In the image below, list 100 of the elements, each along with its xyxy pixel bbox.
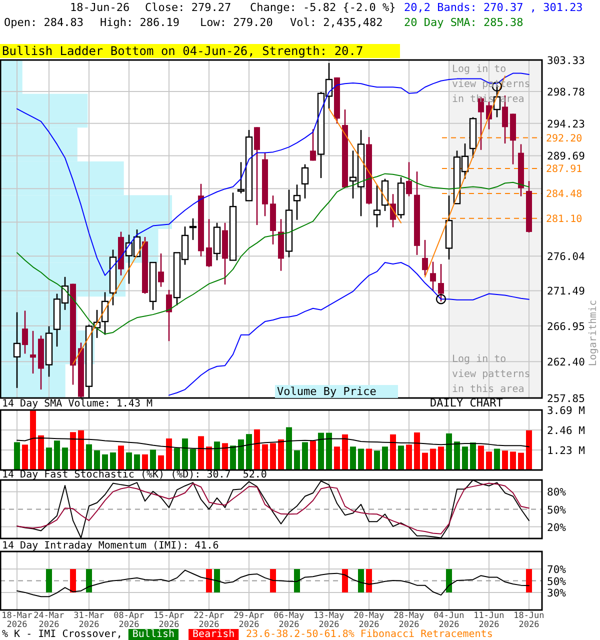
bar — [286, 427, 292, 470]
candlestick — [189, 218, 197, 241]
line-series — [16, 72, 530, 276]
bar — [158, 455, 164, 470]
y-tick-label: 50% — [547, 576, 567, 588]
bar — [198, 436, 204, 470]
x-tick-label: 28-May 2026 — [394, 611, 430, 630]
y-tick-label: 1.23 M — [547, 445, 585, 457]
x-tick-label: 18-Mar 2026 — [2, 611, 32, 630]
x-tick-label: 08-Apr 2026 — [114, 611, 150, 630]
bar — [238, 439, 244, 470]
bar — [134, 454, 140, 470]
bar — [462, 446, 468, 470]
bar — [174, 448, 180, 470]
bar — [46, 448, 52, 470]
bar — [166, 438, 172, 470]
y-tick-label: 298.78 — [547, 86, 585, 98]
x-tick-label: 06-May 2026 — [274, 611, 310, 630]
x-tick-label: 11-Jun 2026 — [474, 611, 510, 630]
bar — [374, 450, 380, 470]
bar — [526, 430, 532, 470]
bar — [110, 452, 116, 470]
x-tick-label: 24-Mar 2026 — [34, 611, 70, 630]
annotation: DAILY CHART — [430, 396, 504, 410]
y-tick-label: 303.33 — [547, 55, 585, 67]
bar — [398, 446, 404, 470]
x-tick-label: 15-Apr 2026 — [154, 611, 190, 630]
bar — [326, 432, 332, 470]
text: Open: 284.83 — [4, 16, 84, 29]
candlestick — [301, 164, 309, 200]
candlestick — [293, 184, 301, 220]
ref-line-label: 284.48 — [546, 188, 582, 200]
bar — [190, 449, 196, 470]
bar — [478, 446, 484, 470]
annotation: Log in to view patterns in this area — [452, 354, 530, 395]
x-tick-label: 29-Apr 2026 — [234, 611, 270, 630]
bar — [390, 434, 396, 470]
bar — [318, 432, 324, 470]
bar — [54, 440, 60, 470]
bar — [102, 454, 108, 470]
chart-title: Bullish Ladder Bottom on 04-Jun-26, Strength: 20.7 — [2, 44, 364, 58]
bar — [366, 448, 372, 470]
text: 23.6-38.2-50-61.8% Fibonacci Retracements — [246, 629, 493, 640]
x-tick-label: 13-May 2026 — [314, 611, 350, 630]
x-tick-label: 22-Apr 2026 — [194, 611, 230, 630]
x-tick-label: 31-Mar 2026 — [74, 611, 110, 630]
bar — [30, 410, 36, 470]
bar — [406, 444, 412, 470]
ref-line-label: 281.10 — [546, 214, 582, 225]
x-tick-label: 18-Jun 2026 — [514, 611, 550, 630]
y-tick-label: 276.04 — [547, 251, 585, 264]
annotation: Volume By Price — [277, 385, 376, 398]
text: Bearish — [192, 629, 235, 640]
bar — [302, 442, 308, 470]
chart-title: 14 Day Fast Stochastic (%K) (%D): 30.7 52.0 — [2, 470, 267, 480]
text: Low: 279.20 — [200, 16, 273, 29]
y-tick-label: 3.69 M — [547, 405, 585, 417]
bar — [454, 442, 460, 470]
text: 18-Jun-26 — [70, 1, 130, 14]
bar — [510, 452, 516, 470]
bar — [486, 452, 492, 470]
bar — [494, 448, 500, 470]
y-tick-label: 294.23 — [547, 118, 585, 130]
bar — [126, 452, 132, 470]
y-tick-label: 30% — [547, 587, 567, 600]
ref-line-label: 292.20 — [546, 133, 582, 144]
bar — [262, 444, 268, 470]
bar — [358, 448, 364, 470]
legend-title: % K - IMI Crossover, — [2, 629, 122, 640]
bar — [118, 446, 124, 470]
bar — [518, 452, 524, 470]
bar — [22, 444, 28, 470]
bar — [222, 443, 228, 470]
text: High: 286.19 — [100, 16, 180, 29]
y-tick-label: 50% — [547, 504, 567, 516]
bar — [38, 435, 44, 470]
x-tick-label: 04-Jun 2026 — [434, 611, 470, 630]
bar — [142, 454, 148, 470]
bar — [182, 438, 188, 470]
bar — [414, 432, 420, 470]
candlestick — [373, 184, 381, 228]
y-tick-label: 2.46 M — [547, 425, 585, 437]
bar — [430, 448, 436, 470]
bar — [86, 444, 92, 470]
bar — [270, 443, 276, 470]
bar — [438, 446, 444, 470]
bar — [350, 446, 356, 470]
y-tick-label: 257.85 — [547, 393, 585, 405]
bar — [206, 446, 212, 470]
line-series — [16, 570, 530, 598]
text: Close: 279.27 — [145, 1, 232, 14]
y-axis-title: Logarithmic — [588, 300, 599, 366]
bar — [502, 450, 508, 470]
y-tick-label: 271.49 — [547, 286, 585, 298]
bar — [294, 450, 300, 470]
y-tick-label: 70% — [547, 564, 567, 576]
y-tick-label: 289.69 — [547, 150, 585, 163]
line-series — [168, 262, 530, 396]
bar — [14, 442, 20, 470]
bar — [446, 433, 452, 470]
